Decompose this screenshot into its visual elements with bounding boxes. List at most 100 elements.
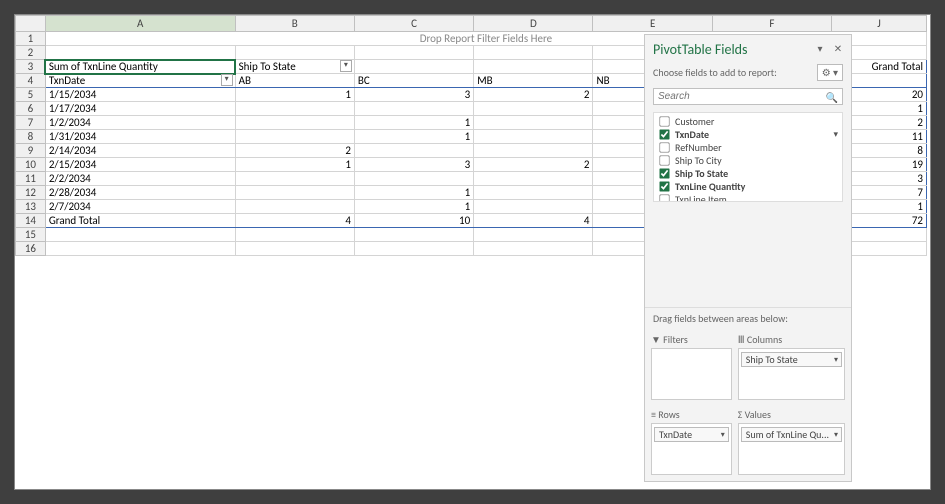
col-header-D[interactable]: D — [474, 16, 593, 32]
select-all-corner[interactable] — [16, 16, 46, 32]
pivot-cell[interactable] — [235, 186, 354, 200]
pivot-cell[interactable]: 1 — [354, 130, 473, 144]
cell[interactable] — [45, 46, 235, 60]
field-checkbox[interactable] — [659, 181, 669, 191]
col-header-A[interactable]: A — [45, 16, 235, 32]
area-chip[interactable]: Ship To State — [741, 352, 842, 367]
pivot-fields-panel[interactable]: PivotTable Fields ▾ ✕ Choose fields to a… — [644, 34, 852, 482]
row-header-8[interactable]: 8 — [16, 130, 46, 144]
area-dropzone[interactable]: Sum of TxnLine Qu... — [738, 423, 845, 475]
field-checkbox[interactable] — [659, 168, 669, 178]
field-txnline-quantity[interactable]: TxnLine Quantity — [654, 180, 842, 193]
pivot-cell[interactable] — [354, 102, 473, 116]
col-header-E[interactable]: E — [593, 16, 712, 32]
pivot-cell[interactable]: 1 — [235, 88, 354, 102]
pivot-cell[interactable] — [474, 116, 593, 130]
field-checkbox[interactable] — [659, 129, 669, 139]
pivot-measure-label[interactable]: Sum of TxnLine Quantity — [45, 60, 235, 74]
row-header-10[interactable]: 10 — [16, 158, 46, 172]
pivot-cell[interactable] — [354, 144, 473, 158]
row-header-4[interactable]: 4 — [16, 74, 46, 88]
area-chip[interactable]: Sum of TxnLine Qu... — [741, 427, 842, 442]
pivot-cell[interactable] — [474, 186, 593, 200]
area-dropzone[interactable] — [651, 348, 732, 400]
area-dropzone[interactable]: Ship To State — [738, 348, 845, 400]
row-header-1[interactable]: 1 — [16, 32, 46, 46]
row-header-5[interactable]: 5 — [16, 88, 46, 102]
row-header-12[interactable]: 12 — [16, 186, 46, 200]
field-refnumber[interactable]: RefNumber — [654, 141, 842, 154]
gear-icon[interactable]: ⚙ ▾ — [817, 64, 843, 81]
pivot-row-label[interactable]: 2/28/2034 — [45, 186, 235, 200]
grand-total-cell[interactable]: 4 — [474, 214, 593, 228]
col-header-B[interactable]: B — [235, 16, 354, 32]
pivot-col-BC[interactable]: BC — [354, 74, 473, 88]
field-txnline-item[interactable]: TxnLine Item — [654, 193, 842, 202]
pivot-cell[interactable] — [474, 102, 593, 116]
pivot-cell[interactable]: 3 — [354, 158, 473, 172]
area-rows[interactable]: ≡ RowsTxnDate — [651, 406, 732, 475]
col-header-J[interactable]: J — [832, 16, 927, 32]
pivot-cell[interactable]: 1 — [354, 116, 473, 130]
pivot-row-label[interactable]: 2/14/2034 — [45, 144, 235, 158]
pivot-cell[interactable] — [235, 130, 354, 144]
pivot-cell[interactable]: 2 — [235, 144, 354, 158]
field-checkbox[interactable] — [659, 142, 669, 152]
pivot-col-MB[interactable]: MB — [474, 74, 593, 88]
pivot-cell[interactable] — [474, 144, 593, 158]
grand-total-row-label[interactable]: Grand Total — [45, 214, 235, 228]
pivot-row-label[interactable]: 2/15/2034 — [45, 158, 235, 172]
pivot-cell[interactable]: 2 — [474, 88, 593, 102]
area-filters[interactable]: ▼ Filters — [651, 331, 732, 400]
area-values[interactable]: Σ ValuesSum of TxnLine Qu... — [738, 406, 845, 475]
pivot-cell[interactable] — [474, 172, 593, 186]
pivot-cell[interactable] — [474, 200, 593, 214]
field-txndate[interactable]: TxnDate▾ — [654, 128, 842, 141]
row-header-2[interactable]: 2 — [16, 46, 46, 60]
field-customer[interactable]: Customer — [654, 115, 842, 128]
pivot-col-AB[interactable]: AB — [235, 74, 354, 88]
field-list[interactable]: CustomerTxnDate▾RefNumberShip To CityShi… — [653, 112, 843, 202]
field-checkbox[interactable] — [659, 116, 669, 126]
field-checkbox[interactable] — [659, 155, 669, 165]
filter-icon[interactable]: ▾ — [833, 129, 838, 140]
field-ship-to-state[interactable]: Ship To State — [654, 167, 842, 180]
row-header-16[interactable]: 16 — [16, 242, 46, 256]
grand-total-cell[interactable]: 10 — [354, 214, 473, 228]
field-ship-to-city[interactable]: Ship To City — [654, 154, 842, 167]
row-header-9[interactable]: 9 — [16, 144, 46, 158]
pivot-cell[interactable] — [235, 116, 354, 130]
row-header-14[interactable]: 14 — [16, 214, 46, 228]
row-header-3[interactable]: 3 — [16, 60, 46, 74]
row-header-7[interactable]: 7 — [16, 116, 46, 130]
row-header-13[interactable]: 13 — [16, 200, 46, 214]
pivot-cell[interactable]: 3 — [354, 88, 473, 102]
pivot-cell[interactable]: 1 — [354, 186, 473, 200]
pivot-row-label[interactable]: 2/2/2034 — [45, 172, 235, 186]
pivot-cell[interactable] — [235, 172, 354, 186]
col-header-C[interactable]: C — [354, 16, 473, 32]
pivot-row-label[interactable]: 1/31/2034 — [45, 130, 235, 144]
area-columns[interactable]: Ⅲ ColumnsShip To State — [738, 331, 845, 400]
pivot-row-label[interactable]: 1/2/2034 — [45, 116, 235, 130]
pivot-cell[interactable]: 2 — [474, 158, 593, 172]
pivot-cell[interactable] — [474, 130, 593, 144]
area-chip[interactable]: TxnDate — [654, 427, 729, 442]
pivot-cell[interactable]: 1 — [354, 200, 473, 214]
area-dropzone[interactable]: TxnDate — [651, 423, 732, 475]
row-header-15[interactable]: 15 — [16, 228, 46, 242]
search-input[interactable] — [653, 88, 843, 105]
pivot-row-label[interactable]: 1/15/2034 — [45, 88, 235, 102]
pivot-cell[interactable]: 1 — [235, 158, 354, 172]
row-header-6[interactable]: 6 — [16, 102, 46, 116]
pivot-row-label[interactable]: 1/17/2034 — [45, 102, 235, 116]
pivot-row-label[interactable]: 2/7/2034 — [45, 200, 235, 214]
panel-dropdown-icon[interactable]: ▾ — [813, 43, 827, 57]
pivot-row-field-dropdown[interactable]: TxnDate — [45, 74, 235, 88]
pivot-cell[interactable] — [235, 200, 354, 214]
col-header-F[interactable]: F — [712, 16, 831, 32]
pivot-col-field-dropdown[interactable]: Ship To State — [235, 60, 354, 74]
row-header-11[interactable]: 11 — [16, 172, 46, 186]
close-icon[interactable]: ✕ — [831, 43, 845, 57]
pivot-cell[interactable] — [235, 102, 354, 116]
